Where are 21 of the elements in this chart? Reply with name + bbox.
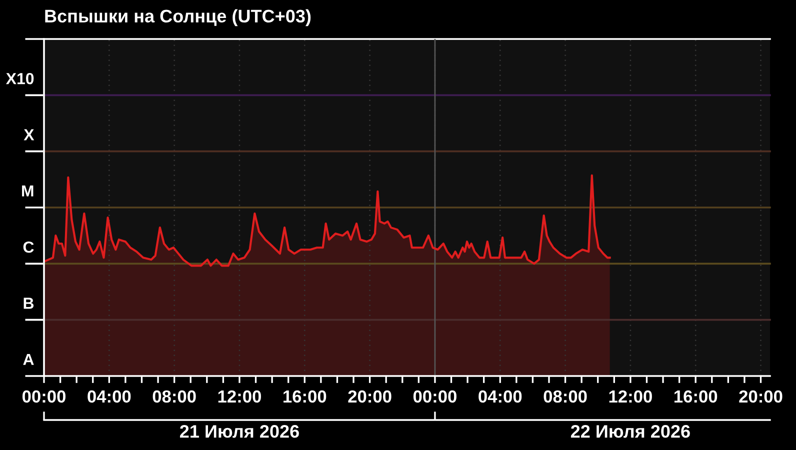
text: 22 Июля 2026 (570, 425, 690, 438)
x-tick-label: 08:00 (544, 390, 587, 403)
x-tick-label: 00:00 (413, 390, 456, 403)
ref-line-label: B (24, 298, 34, 309)
ref-line-label: C (23, 241, 34, 253)
x-tick-label: 16:00 (674, 390, 718, 403)
ref-line-label: M (22, 185, 34, 196)
x-tick-label: 00:00 (22, 390, 66, 403)
x-tick-label: 16:00 (284, 390, 326, 403)
text: 21 Июля 2026 (180, 425, 299, 438)
x-tick-label: 20:00 (348, 390, 392, 403)
x-tick-label: 08:00 (152, 390, 196, 403)
ref-line-label: A (23, 354, 34, 365)
ref-line-label: X (24, 129, 34, 140)
chart-title: Вспышки на Солнце (UTC+03) (45, 9, 311, 26)
x-tick-label: 04:00 (478, 390, 522, 403)
x-tick-label: 20:00 (739, 390, 782, 403)
x-tick-label: 04:00 (88, 390, 131, 403)
x-tick-label: 12:00 (609, 390, 652, 403)
ref-line-label: X10 (6, 72, 34, 84)
x-tick-label: 12:00 (218, 390, 261, 403)
